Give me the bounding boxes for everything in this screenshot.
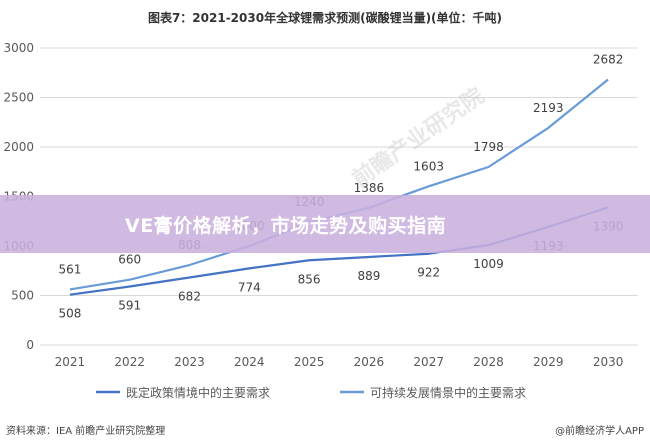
source-note: 资料来源：IEA 前瞻产业研究院整理 [6,424,165,437]
x-tick-label: 2024 [234,355,265,369]
data-label: 2682 [593,52,624,66]
chart-title: 图表7：2021-2030年全球锂需求预测(碳酸锂当量)(单位：千吨) [148,10,502,25]
y-tick-label: 3000 [3,41,34,55]
data-label: 2193 [533,101,564,115]
data-label: 774 [238,280,261,294]
data-label: 591 [118,298,141,312]
data-label: 1798 [473,140,504,154]
x-tick-label: 2023 [174,355,205,369]
data-labels: 5085916827748568899221009119313905616608… [58,52,623,320]
x-axis-ticks: 2021 2022 2023 2024 2025 2026 2027 2028 2029 2030 [55,355,624,369]
y-tick-label: 0 [26,338,34,352]
legend-label: 既定政策情境中的主要需求 [126,385,270,400]
banner-title: VE膏价格解析，市场走势及购买指南 [125,214,447,237]
x-tick-label: 2030 [593,355,624,369]
app-watermark: @前瞻经济学人APP [555,424,644,437]
x-tick-label: 2028 [473,355,504,369]
x-tick-label: 2021 [55,355,86,369]
data-label: 922 [417,266,440,280]
x-tick-label: 2025 [294,355,325,369]
y-tick-label: 2500 [3,91,34,105]
y-tick-label: 2000 [3,140,34,154]
x-tick-label: 2026 [354,355,385,369]
x-tick-label: 2022 [114,355,145,369]
series-lines [69,78,609,296]
data-label: 660 [118,253,141,267]
x-tick-label: 2029 [533,355,564,369]
legend-label: 可持续发展情景中的主要需求 [370,385,526,400]
data-label: 508 [58,307,81,321]
legend: 既定政策情境中的主要需求 可持续发展情景中的主要需求 [96,385,526,400]
overlay-banner: VE膏价格解析，市场走势及购买指南 [0,195,650,253]
y-tick-label: 500 [11,289,34,303]
data-label: 1603 [413,159,444,173]
data-label: 1009 [473,257,504,271]
data-label: 1386 [354,181,385,195]
data-label: 561 [58,262,81,276]
data-label: 856 [298,272,321,286]
data-label: 682 [178,289,201,303]
x-tick-label: 2027 [413,355,444,369]
data-label: 889 [357,269,380,283]
